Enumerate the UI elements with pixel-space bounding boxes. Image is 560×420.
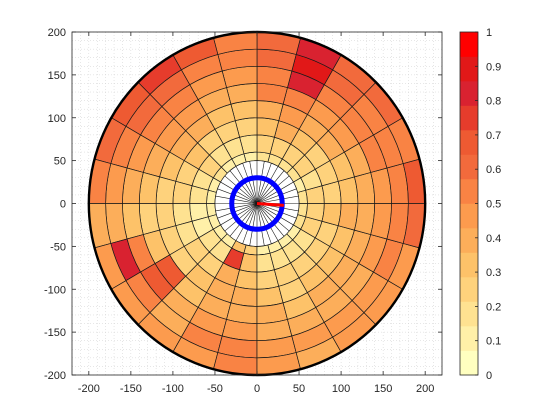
inner-spoke	[256, 203, 279, 241]
overlays	[87, 30, 427, 377]
colorbar-swatch	[460, 56, 478, 82]
y-tick-label: -150	[44, 327, 66, 339]
colorbar-swatch	[460, 105, 478, 131]
y-ticks: -200 -150 -100 -50 0 50 100 150 200	[44, 27, 442, 382]
polar-cells	[88, 31, 426, 376]
inner-spoke	[256, 188, 297, 204]
inner-spoke	[256, 203, 265, 246]
inner-spoke	[256, 203, 294, 226]
y-tick-label: -200	[44, 370, 66, 382]
x-tick-label: -200	[78, 383, 100, 395]
colorbar-tick-label: 0.2	[486, 301, 501, 313]
center-ring	[229, 175, 285, 232]
inner-spoke	[215, 203, 258, 212]
center-vector	[256, 202, 284, 207]
colorbar-swatch	[460, 277, 478, 302]
inner-spoke	[217, 188, 258, 204]
inner-spoke	[256, 195, 299, 204]
x-tick-label: 50	[293, 383, 305, 395]
heatmap-cell	[256, 100, 284, 122]
y-tick-label: -50	[50, 241, 66, 253]
colorbar-swatch	[460, 179, 478, 204]
colorbar-swatch	[460, 350, 478, 376]
colorbar-swatch	[460, 81, 478, 106]
inner-spoke	[256, 163, 272, 204]
inner-spoke	[224, 175, 258, 204]
heatmap-cell	[234, 269, 258, 290]
inner-spoke	[249, 161, 258, 204]
inner-spoke	[256, 203, 297, 219]
heatmap-cell	[256, 117, 280, 138]
colorbar-tick-label: 0.1	[486, 336, 501, 348]
colorbar-tick-label: 0.4	[486, 233, 501, 245]
inner-spoke	[256, 181, 294, 204]
colorbar-swatch	[460, 32, 478, 57]
inner-spoke	[215, 195, 258, 204]
inner-spoke	[256, 170, 285, 204]
x-tick-label: 100	[332, 383, 350, 395]
x-tick-label: 150	[374, 383, 392, 395]
colorbar-tick-label: 0.5	[486, 199, 501, 211]
colorbar-swatch	[460, 252, 478, 278]
x-tick-label: -100	[162, 383, 184, 395]
colorbar-tick-label: 0.7	[486, 130, 501, 142]
heatmap-cell	[321, 203, 342, 227]
y-tick-label: -100	[44, 284, 66, 296]
colorbar-swatch	[460, 228, 478, 253]
y-tick-label: 100	[48, 113, 66, 125]
inner-spoke	[220, 203, 258, 226]
heatmap-cell	[155, 203, 177, 231]
colorbar-swatch	[460, 203, 478, 229]
x-tick-label: -50	[207, 383, 223, 395]
inner-spoke	[235, 166, 258, 204]
heatmap-cell	[155, 176, 177, 204]
colorbar-tick-label: 0.8	[486, 96, 501, 108]
inner-spoke	[256, 203, 272, 244]
inner-spoke	[256, 161, 265, 204]
colorbar: 0 0.1 0.2 0.3 0.4 0.5 0.6 0.7 0.8 0.9 1	[459, 27, 501, 382]
heatmap-cell	[230, 285, 258, 307]
y-tick-label: 150	[48, 70, 66, 82]
inner-spoke	[256, 203, 285, 237]
colorbar-tick-label: 0.3	[486, 267, 501, 279]
colorbar-swatch	[460, 301, 478, 327]
x-ticks: -200 -150 -100 -50 0 50 100 150 200	[78, 32, 434, 395]
colorbar-tick-label: 0.6	[486, 164, 501, 176]
colorbar-swatch	[460, 130, 478, 155]
inner-spoke	[229, 170, 258, 204]
heatmap-cell	[172, 180, 193, 204]
y-tick-label: 0	[60, 199, 66, 211]
y-tick-label: 50	[54, 156, 66, 168]
inner-spoke	[229, 203, 258, 237]
x-tick-label: -150	[120, 383, 142, 395]
inner-spoke	[235, 203, 258, 241]
heatmap-cell	[337, 176, 359, 204]
colorbar-swatch	[460, 154, 478, 180]
inner-spoke	[242, 163, 258, 204]
x-tick-label: 0	[254, 383, 260, 395]
inner-spoke	[256, 203, 290, 232]
colorbar-tick-label: 0.9	[486, 61, 501, 73]
inner-spoke	[249, 203, 258, 246]
heatmap-cell	[337, 203, 359, 231]
y-tick-label: 200	[48, 27, 66, 39]
inner-spoke	[256, 175, 290, 204]
colorbar-tick-label: 1	[486, 27, 492, 39]
inner-spoke	[217, 203, 258, 219]
inner-spoke	[256, 166, 279, 204]
inner-spoke	[242, 203, 258, 244]
colorbar-tick-label: 0	[486, 370, 492, 382]
inner-spoke	[224, 203, 258, 232]
colorbar-swatch	[460, 326, 478, 351]
inner-spoke	[220, 181, 258, 204]
x-tick-label: 200	[416, 383, 434, 395]
